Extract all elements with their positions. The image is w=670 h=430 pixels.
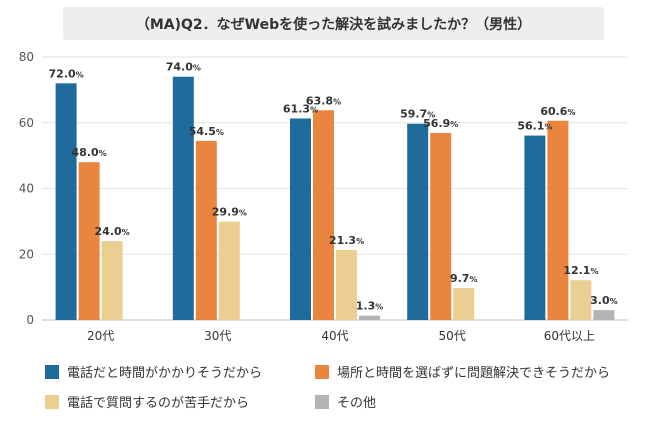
legend-item: その他 xyxy=(315,392,376,411)
bar xyxy=(336,249,357,320)
data-label: 21.3% xyxy=(329,234,364,247)
bar xyxy=(78,162,100,320)
legend-label: 電話で質問するのが苦手だから xyxy=(67,396,250,411)
data-label: 56.9% xyxy=(423,117,458,130)
bar xyxy=(593,310,615,320)
data-label: 61.3% xyxy=(283,102,318,115)
chart-title: （MA)Q2．なぜWebを使った解決を試みましたか？（男性） xyxy=(63,7,604,40)
legend-swatch xyxy=(315,364,329,379)
y-tick-label: 0 xyxy=(26,313,34,327)
x-axis-ticks: 20代 30代 40代 50代 60代以上 xyxy=(87,329,595,343)
data-label: 59.7% xyxy=(400,108,435,121)
bar xyxy=(101,241,123,320)
x-tick-label: 20代 xyxy=(87,329,114,343)
bar xyxy=(430,132,452,320)
legend-label: 電話だと時間がかかりそうだから xyxy=(67,366,263,381)
legend-item: 場所と時間を選ばずに問題解決できそうだから xyxy=(315,362,610,381)
bars xyxy=(55,76,615,320)
bar xyxy=(55,83,77,320)
y-tick-label: 20 xyxy=(19,247,34,261)
legend-label: その他 xyxy=(337,396,377,411)
x-tick-label: 40代 xyxy=(321,329,348,343)
data-label: 56.1% xyxy=(517,120,552,133)
x-tick-label: 50代 xyxy=(439,329,466,343)
bar xyxy=(313,110,334,320)
data-labels: 72.0% 48.0% 24.0% 74.0% 54.5% 29.9% 61.3%63.8%… xyxy=(49,61,618,313)
bar xyxy=(290,118,311,320)
x-tick-label: 60代以上 xyxy=(544,329,595,343)
legend-item: 電話だと時間がかかりそうだから xyxy=(45,362,262,381)
legend-swatch xyxy=(45,364,59,379)
data-label: 63.8% xyxy=(306,94,341,107)
legend-label: 場所と時間を選ばずに問題解決できそうだから xyxy=(337,366,611,381)
data-label: 12.1% xyxy=(563,264,598,277)
bar xyxy=(524,135,546,320)
data-label: 48.0% xyxy=(72,146,107,159)
data-label: 24.0% xyxy=(95,225,130,238)
legend-swatch xyxy=(315,394,329,409)
bar-chart: 0 20 40 60 80 72.0% 48.0% 24.0% 74.0% 54.5% 29.9%… xyxy=(19,50,628,343)
bar xyxy=(195,140,217,320)
bar xyxy=(453,288,475,320)
y-tick-label: 80 xyxy=(19,50,34,64)
y-tick-label: 40 xyxy=(19,182,34,196)
bar xyxy=(172,76,194,320)
x-tick-label: 30代 xyxy=(204,329,231,343)
legend-item: 電話で質問するのが苦手だから xyxy=(45,392,249,411)
y-axis-ticks: 0 20 40 60 80 xyxy=(19,50,34,327)
data-label: 54.5% xyxy=(189,125,224,138)
bar xyxy=(407,123,429,320)
data-label: 1.3% xyxy=(356,300,384,313)
bar xyxy=(218,221,240,320)
data-label: 9.7% xyxy=(450,272,478,285)
legend-swatch xyxy=(45,394,59,409)
data-label: 60.6% xyxy=(540,105,575,118)
bar xyxy=(570,280,592,320)
data-label: 74.0% xyxy=(166,61,201,74)
data-label: 72.0% xyxy=(49,67,84,80)
data-label: 3.0% xyxy=(590,294,618,307)
y-tick-label: 60 xyxy=(19,116,34,130)
data-label: 29.9% xyxy=(212,206,247,219)
bar xyxy=(359,315,380,320)
legend: 電話だと時間がかかりそうだから 場所と時間を選ばずに問題解決できそうだから 電話… xyxy=(45,362,645,418)
bar xyxy=(547,120,569,320)
